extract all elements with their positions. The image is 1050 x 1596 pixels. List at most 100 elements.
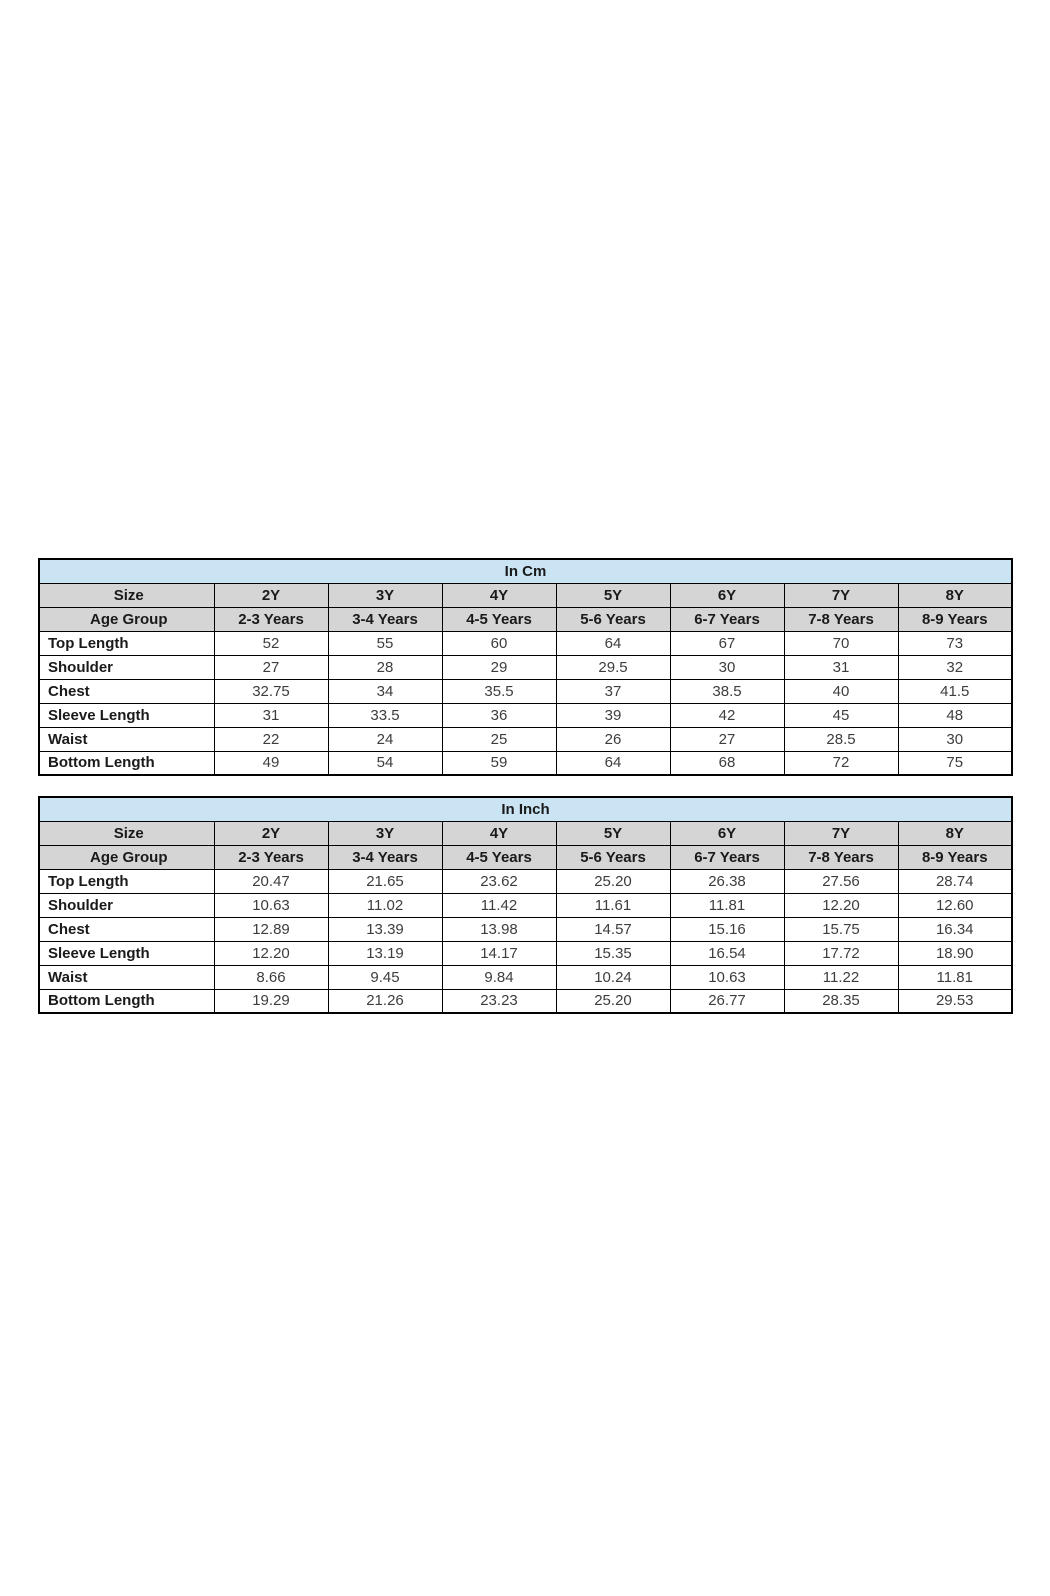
measurement-row: Sleeve Length 12.20 13.19 14.17 15.35 16.54 17… <box>38 940 1013 966</box>
table-title: In Cm <box>38 558 1013 584</box>
size-header-cell: 8Y <box>897 582 1013 608</box>
size-header-cell: 2Y <box>213 820 329 846</box>
age-group-header-cell: 5-6 Years <box>555 844 671 870</box>
size-header-cell: 4Y <box>441 820 557 846</box>
measurement-row-label: Shoulder <box>38 892 215 918</box>
measurement-value-cell: 72 <box>783 750 899 776</box>
measurement-value-cell: 33.5 <box>327 702 443 728</box>
measurement-value-cell: 49 <box>213 750 329 776</box>
measurement-value-cell: 40 <box>783 678 899 704</box>
measurement-value-cell: 41.5 <box>897 678 1013 704</box>
measurement-row: Chest 32.75 34 35.5 37 38.5 40 41.5 <box>38 678 1013 704</box>
measurement-value-cell: 11.61 <box>555 892 671 918</box>
measurement-value-cell: 13.19 <box>327 940 443 966</box>
size-header-cell: 6Y <box>669 582 785 608</box>
measurement-value-cell: 27 <box>669 726 785 752</box>
measurement-value-cell: 20.47 <box>213 868 329 894</box>
size-header-cell: 7Y <box>783 820 899 846</box>
measurement-value-cell: 19.29 <box>213 988 329 1014</box>
measurement-value-cell: 23.23 <box>441 988 557 1014</box>
measurement-row: Chest 12.89 13.39 13.98 14.57 15.16 15.75 16.34 <box>38 916 1013 942</box>
age-group-header-row: Age Group 2-3 Years 3-4 Years 4-5 Years 5-6… <box>38 844 1013 870</box>
measurement-row: Waist 22 24 25 26 27 28.5 30 <box>38 726 1013 752</box>
age-group-header-cell: 6-7 Years <box>669 606 785 632</box>
measurement-value-cell: 28.35 <box>783 988 899 1014</box>
measurement-value-cell: 29 <box>441 654 557 680</box>
size-header-row: Size 2Y 3Y 4Y 5Y 6Y 7Y 8Y <box>38 582 1013 608</box>
measurement-value-cell: 32.75 <box>213 678 329 704</box>
measurement-value-cell: 45 <box>783 702 899 728</box>
measurement-value-cell: 16.54 <box>669 940 785 966</box>
measurement-value-cell: 67 <box>669 630 785 656</box>
measurement-value-cell: 24 <box>327 726 443 752</box>
measurement-row-label: Top Length <box>38 630 215 656</box>
measurement-value-cell: 37 <box>555 678 671 704</box>
measurement-value-cell: 42 <box>669 702 785 728</box>
age-group-header-cell: 6-7 Years <box>669 844 785 870</box>
measurement-value-cell: 11.81 <box>669 892 785 918</box>
measurement-value-cell: 32 <box>897 654 1013 680</box>
size-row-label: Size <box>38 582 215 608</box>
measurement-row-label: Waist <box>38 964 215 990</box>
age-group-header-row: Age Group 2-3 Years 3-4 Years 4-5 Years 5-6… <box>38 606 1013 632</box>
measurement-value-cell: 11.02 <box>327 892 443 918</box>
size-header-cell: 3Y <box>327 820 443 846</box>
size-header-cell: 8Y <box>897 820 1013 846</box>
measurement-row-label: Chest <box>38 678 215 704</box>
measurement-value-cell: 16.34 <box>897 916 1013 942</box>
age-group-header-cell: 7-8 Years <box>783 606 899 632</box>
measurement-value-cell: 39 <box>555 702 671 728</box>
measurement-value-cell: 29.53 <box>897 988 1013 1014</box>
measurement-row-label: Sleeve Length <box>38 702 215 728</box>
measurement-value-cell: 28.5 <box>783 726 899 752</box>
measurement-row: Bottom Length 49 54 59 64 68 72 75 <box>38 750 1013 776</box>
measurement-value-cell: 10.63 <box>669 964 785 990</box>
measurement-value-cell: 38.5 <box>669 678 785 704</box>
age-group-header-cell: 8-9 Years <box>897 844 1013 870</box>
measurement-value-cell: 10.63 <box>213 892 329 918</box>
measurement-row: Top Length 20.47 21.65 23.62 25.20 26.38 27.56… <box>38 868 1013 894</box>
measurement-value-cell: 11.81 <box>897 964 1013 990</box>
measurement-value-cell: 59 <box>441 750 557 776</box>
measurement-value-cell: 68 <box>669 750 785 776</box>
table-title-row: In Inch <box>38 796 1013 822</box>
measurement-value-cell: 34 <box>327 678 443 704</box>
size-header-cell: 7Y <box>783 582 899 608</box>
measurement-value-cell: 31 <box>213 702 329 728</box>
age-group-header-cell: 5-6 Years <box>555 606 671 632</box>
measurement-value-cell: 48 <box>897 702 1013 728</box>
measurement-value-cell: 22 <box>213 726 329 752</box>
measurement-value-cell: 9.84 <box>441 964 557 990</box>
size-table: In Cm Size 2Y 3Y 4Y 5Y 6Y 7Y 8Y Age Group 2-3 … <box>38 558 1013 776</box>
measurement-value-cell: 15.75 <box>783 916 899 942</box>
measurement-row-label: Shoulder <box>38 654 215 680</box>
measurement-value-cell: 28 <box>327 654 443 680</box>
measurement-value-cell: 11.42 <box>441 892 557 918</box>
size-header-cell: 4Y <box>441 582 557 608</box>
measurement-value-cell: 60 <box>441 630 557 656</box>
measurement-value-cell: 10.24 <box>555 964 671 990</box>
measurement-row: Top Length 52 55 60 64 67 70 73 <box>38 630 1013 656</box>
measurement-value-cell: 30 <box>897 726 1013 752</box>
measurement-row: Shoulder 27 28 29 29.5 30 31 32 <box>38 654 1013 680</box>
age-group-header-cell: 4-5 Years <box>441 606 557 632</box>
size-header-row: Size 2Y 3Y 4Y 5Y 6Y 7Y 8Y <box>38 820 1013 846</box>
measurement-value-cell: 18.90 <box>897 940 1013 966</box>
measurement-row-label: Bottom Length <box>38 750 215 776</box>
measurement-value-cell: 12.20 <box>213 940 329 966</box>
measurement-value-cell: 36 <box>441 702 557 728</box>
measurement-value-cell: 15.16 <box>669 916 785 942</box>
measurement-value-cell: 15.35 <box>555 940 671 966</box>
table-title-row: In Cm <box>38 558 1013 584</box>
measurement-value-cell: 55 <box>327 630 443 656</box>
measurement-value-cell: 75 <box>897 750 1013 776</box>
age-group-header-cell: 2-3 Years <box>213 844 329 870</box>
size-header-cell: 5Y <box>555 820 671 846</box>
table-title: In Inch <box>38 796 1013 822</box>
measurement-value-cell: 28.74 <box>897 868 1013 894</box>
measurement-value-cell: 21.26 <box>327 988 443 1014</box>
measurement-row: Waist 8.66 9.45 9.84 10.24 10.63 11.22 11.81 <box>38 964 1013 990</box>
size-table: In Inch Size 2Y 3Y 4Y 5Y 6Y 7Y 8Y Age Group 2-… <box>38 796 1013 1014</box>
measurement-value-cell: 14.17 <box>441 940 557 966</box>
measurement-value-cell: 13.98 <box>441 916 557 942</box>
